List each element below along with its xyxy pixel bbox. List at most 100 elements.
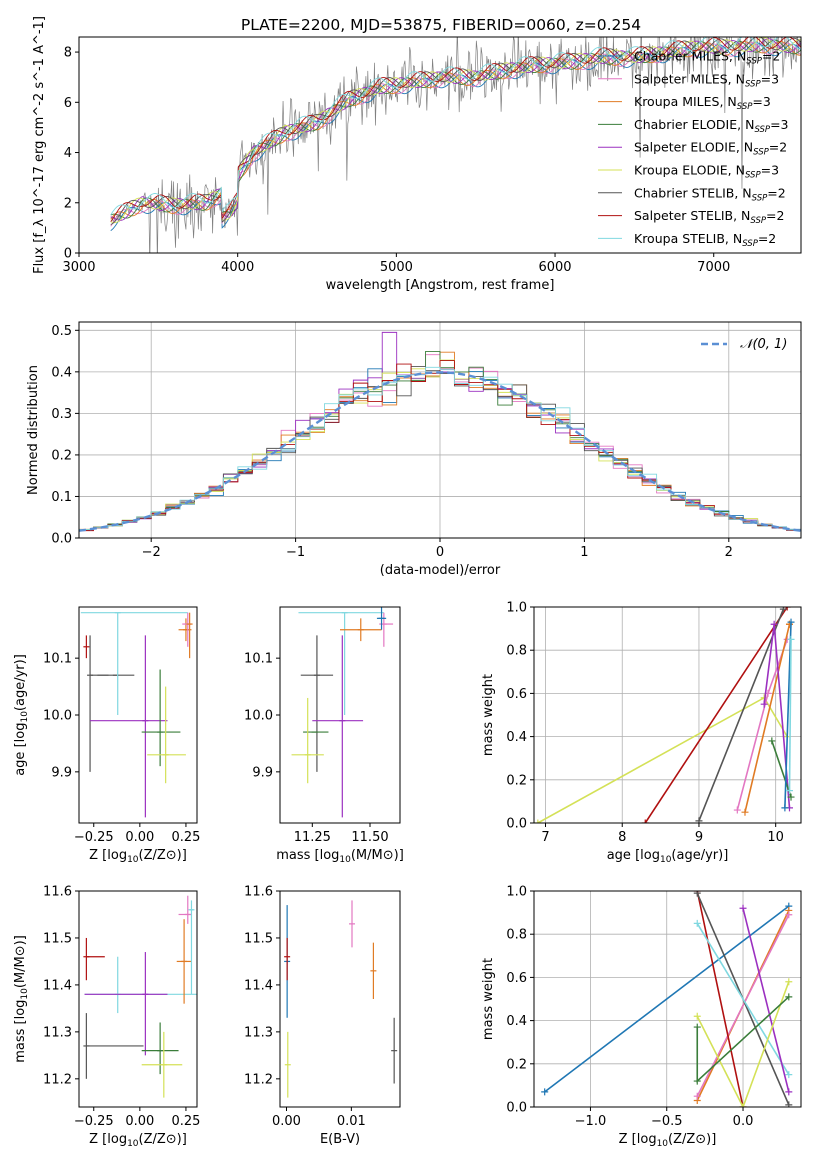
x-tick-label: 0.00: [125, 1114, 154, 1129]
weight-marker: [693, 919, 701, 927]
y-axis-label: mass weight: [481, 958, 496, 1040]
model-spectrum-line: [110, 37, 801, 222]
legend-label: 𝒩(0, 1): [740, 337, 787, 352]
panel-residuals: −2 −1 0 1 2 0.0 0.1 0.2 0.3 0.4 0.5 (data-model)/er…: [26, 321, 802, 578]
x-tick-label: −0.25: [74, 1114, 114, 1129]
x-tick-label: 11.50: [351, 830, 388, 845]
x-axis-label: Z [log10(Z/Z⊙)]: [619, 1132, 717, 1149]
weight-line: [784, 622, 792, 808]
y-tick-label: 11.5: [244, 931, 273, 946]
panel-age-vs-mass: 11.25 11.50 9.9 10.0 10.1 mass [log10(M/M⊙)]: [244, 606, 404, 865]
y-tick-label: 0.2: [506, 773, 527, 788]
weight-marker: [760, 700, 768, 708]
plot-area: [534, 607, 795, 823]
weight-marker: [733, 806, 741, 814]
plot-area: [284, 900, 398, 1098]
weight-marker: [768, 737, 776, 745]
axes-frame: [78, 890, 198, 1108]
x-tick-label: 0: [436, 545, 444, 560]
x-tick-label: 10: [767, 830, 784, 845]
legend-label: Salpeter STELIB, NSSP=2: [634, 208, 784, 226]
model-spectrum-line: [110, 41, 801, 227]
x-tick-label: 11.25: [294, 830, 331, 845]
weight-line: [744, 624, 791, 813]
y-tick-label: 10.1: [43, 652, 72, 667]
x-tick-label: 0.0: [733, 1114, 754, 1129]
weight-line: [544, 905, 790, 1093]
weight-marker: [739, 904, 747, 912]
x-axis-label: (data-model)/error: [380, 563, 501, 578]
panel-spectrum: 3000 4000 5000 6000 7000 0 2 4 6 8 wavelength [Ang…: [32, 16, 802, 293]
y-tick-label: 0.4: [506, 730, 527, 745]
y-tick-label: 11.4: [43, 978, 72, 993]
model-spectrum-line: [110, 37, 801, 216]
weight-marker: [787, 635, 795, 643]
weight-line: [788, 639, 792, 791]
y-tick-label: 11.5: [43, 931, 72, 946]
x-tick-label: 0.25: [171, 1114, 200, 1129]
weight-marker: [693, 1077, 701, 1085]
model-spectrum-line: [110, 39, 801, 219]
y-tick-label: 0.4: [506, 1014, 527, 1029]
x-tick-label: 2: [725, 545, 733, 560]
weight-marker: [785, 993, 793, 1001]
y-tick-label: 0.3: [51, 407, 72, 422]
axes-frame: [533, 890, 802, 1108]
y-tick-label: 0.8: [506, 644, 527, 659]
y-tick-label: 9.9: [51, 765, 72, 780]
x-tick-label: −2: [142, 545, 161, 560]
panel-mass-vs-Z: −0.25 0.00 0.25 11.2 11.3 11.4 11.5 11.6 Z [log1…: [13, 885, 200, 1150]
x-axis-label: age [log10(age/yr)]: [607, 848, 729, 865]
y-tick-label: 8: [64, 46, 72, 61]
y-tick-label: 10.0: [43, 709, 72, 724]
y-tick-label: 0.6: [506, 687, 527, 702]
figure-title: PLATE=2200, MJD=53875, FIBERID=0060, z=0…: [241, 16, 641, 34]
x-tick-label: 0.00: [272, 1114, 301, 1129]
plot-area: [110, 37, 801, 253]
weight-marker: [695, 817, 703, 823]
weight-marker: [785, 1088, 793, 1096]
axes-frame: [78, 36, 802, 254]
weight-line: [696, 981, 790, 1107]
x-tick-label: 9: [695, 830, 703, 845]
y-tick-label: 9.9: [252, 765, 273, 780]
legend-label: Kroupa ELODIE, NSSP=3: [634, 163, 779, 181]
y-tick-label: 11.2: [43, 1072, 72, 1087]
x-tick-label: −1.0: [575, 1114, 607, 1129]
legend-label: Kroupa STELIB, NSSP=2: [634, 231, 776, 249]
weight-marker: [693, 1092, 701, 1100]
x-tick-label: 5000: [380, 260, 413, 275]
y-tick-label: 0.0: [506, 817, 527, 832]
axes-frame: [279, 606, 401, 824]
panel-mass-weight-vs-Z: −1.0 −0.5 0.0 0.0 0.2 0.4 0.6 0.8 1.0 Z [log10(Z/…: [481, 885, 802, 1149]
weight-marker: [781, 804, 789, 812]
x-tick-label: 0.00: [125, 830, 154, 845]
y-tick-label: 11.4: [244, 978, 273, 993]
weight-marker: [541, 1088, 549, 1096]
weight-marker: [785, 1071, 793, 1079]
y-axis-label: mass [log10(M/M⊙)]: [13, 935, 30, 1063]
weight-marker: [783, 607, 791, 611]
legend-label: Kroupa MILES, NSSP=3: [634, 94, 771, 112]
weight-marker: [787, 793, 795, 801]
x-tick-label: 4000: [221, 260, 254, 275]
x-axis-label: Z [log10(Z/Z⊙)]: [89, 1132, 187, 1149]
x-tick-label: 0.01: [337, 1114, 366, 1129]
y-tick-label: 1.0: [506, 885, 527, 900]
weight-marker: [534, 819, 542, 823]
y-tick-label: 0.0: [51, 532, 72, 547]
x-tick-label: 0.25: [171, 830, 200, 845]
axes-frame: [78, 606, 198, 824]
axes-frame: [533, 606, 802, 824]
weight-marker: [787, 618, 795, 626]
axes-frame: [279, 890, 401, 1108]
weight-marker: [739, 1103, 747, 1107]
x-tick-label: 3000: [62, 260, 95, 275]
legend-label: Chabrier MILES, NSSP=2: [634, 49, 780, 67]
y-axis-label: age [log10(age/yr)]: [13, 654, 30, 776]
normal-curve: [79, 371, 801, 532]
y-tick-label: 0.2: [506, 1057, 527, 1072]
panel-mass-vs-ebv: 0.00 0.01 11.2 11.3 11.4 11.5 11.6 E(B-V): [244, 885, 401, 1147]
y-tick-label: 0.1: [51, 490, 72, 505]
x-tick-label: 6000: [538, 260, 571, 275]
